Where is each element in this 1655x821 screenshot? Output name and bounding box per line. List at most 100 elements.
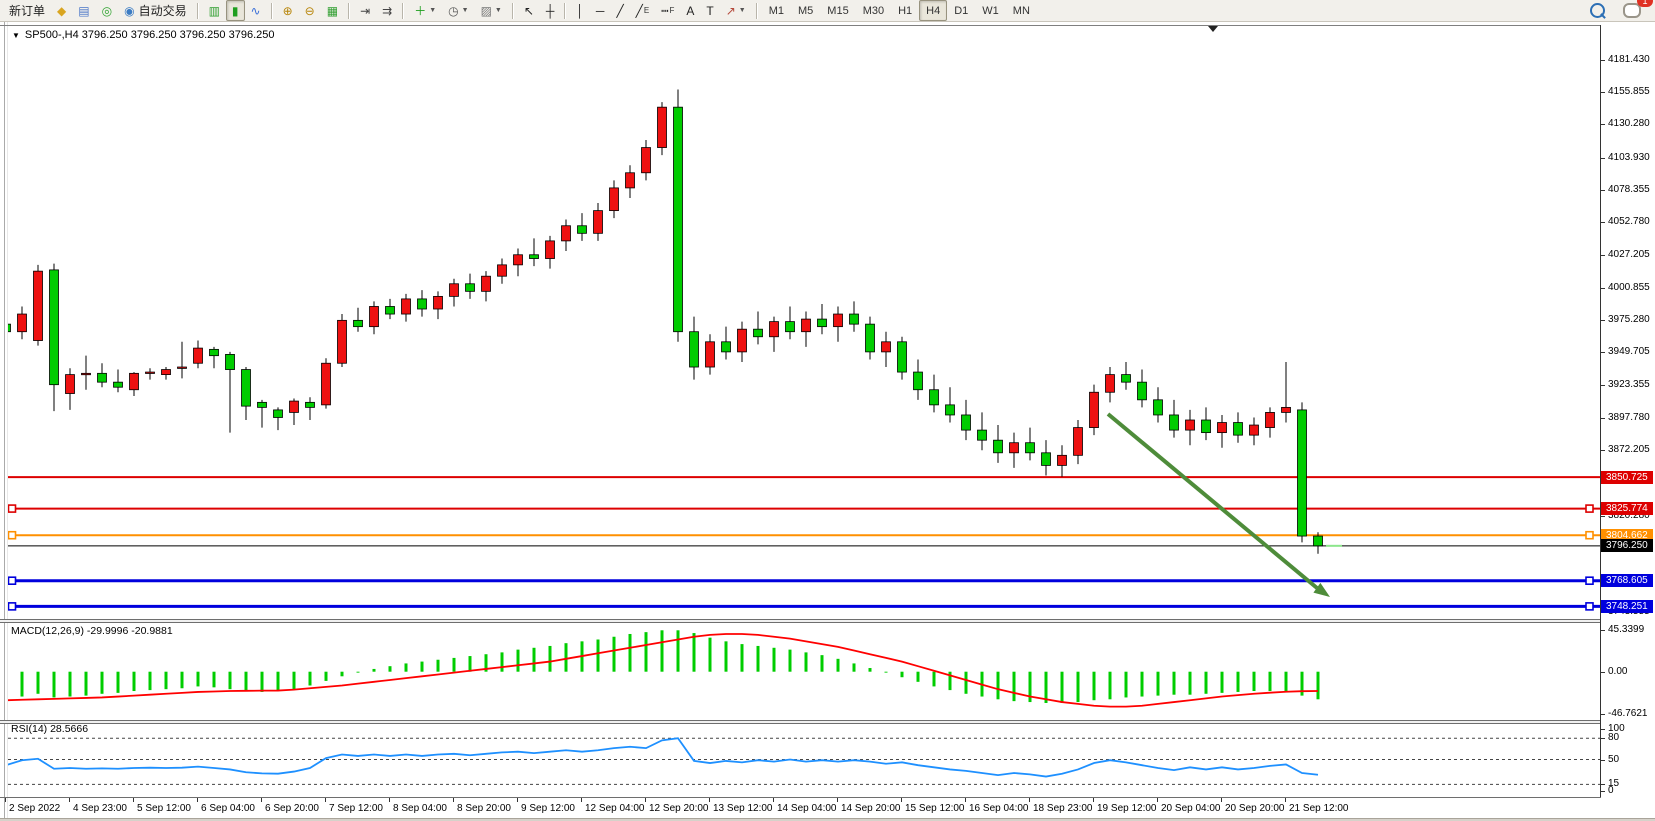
fibonacci-button[interactable]: ┉ F — [655, 0, 680, 21]
tf-mn-button[interactable]: MN — [1006, 0, 1037, 21]
candle-body — [289, 400, 299, 413]
hline-handle[interactable] — [1585, 576, 1594, 585]
new-order-button[interactable]: 新订单 — [3, 0, 51, 21]
candlestick-button[interactable]: ▮ — [225, 0, 245, 21]
time-axis-label: 9 Sep 12:00 — [521, 803, 575, 814]
tf-m30-button[interactable]: M30 — [856, 0, 891, 21]
axis-tick — [1601, 714, 1605, 715]
candle-body — [593, 210, 603, 234]
chart-title-text: SP500-,H4 3796.250 3796.250 3796.250 379… — [24, 29, 275, 41]
trend-arrow[interactable] — [1106, 412, 1319, 590]
channel-icon: ╱ — [635, 3, 643, 18]
zoom-in-button[interactable]: ⊕ — [277, 0, 299, 21]
time-tick — [645, 798, 646, 802]
candle-body — [81, 372, 91, 376]
data-window-icon[interactable]: ▤ — [72, 0, 95, 21]
candle-body — [1201, 419, 1211, 434]
time-tick — [453, 798, 454, 802]
price-axis[interactable]: 4181.430 4155.855 4130.280 4103.930 4078.355… — [1601, 22, 1655, 818]
tf-w1-button[interactable]: W1 — [975, 0, 1006, 21]
dropdown-caret-icon[interactable]: ▼ — [494, 7, 502, 14]
market-watch-icon[interactable]: ◆ — [51, 0, 72, 21]
trendline-icon: ╱ — [616, 3, 624, 18]
candle-body — [641, 147, 651, 174]
tf-h1-button[interactable]: H1 — [891, 0, 919, 21]
axis-tick — [1601, 671, 1605, 673]
price-axis-label: 3949.705 — [1608, 346, 1650, 358]
dropdown-caret-icon[interactable]: ▼ — [738, 7, 746, 14]
hline-handle[interactable] — [1585, 504, 1594, 513]
periods-button[interactable]: ◷ ▼ — [442, 0, 474, 21]
main-chart-canvas[interactable] — [8, 25, 1600, 619]
rsi-pane-separator[interactable] — [0, 720, 1655, 724]
candle-body — [1025, 442, 1035, 454]
candle-body — [1297, 409, 1307, 537]
chart-window[interactable]: ▼ SP500-,H4 3796.250 3796.250 3796.250 3… — [0, 22, 1655, 821]
autotrading-button[interactable]: ◉ 自动交易 — [118, 0, 193, 21]
tf-h4-button[interactable]: H4 — [919, 0, 948, 21]
templates-button[interactable]: ▨ ▼ — [475, 0, 508, 21]
axis-tick — [1601, 320, 1605, 321]
hline-handle[interactable] — [8, 602, 17, 611]
macd-pane-separator[interactable] — [0, 619, 1655, 623]
price-axis-label: 3897.780 — [1608, 411, 1650, 423]
text-button[interactable]: A — [680, 0, 700, 21]
crosshair-button[interactable]: ┼ — [540, 0, 561, 21]
trendline-button[interactable]: ╱ — [610, 0, 629, 21]
indicators-button[interactable]: ＋ ▼ — [408, 0, 442, 21]
tile-windows-button[interactable]: ▦ — [321, 0, 344, 21]
cursor-button[interactable]: ↖ — [518, 0, 540, 21]
chart-title[interactable]: ▼ SP500-,H4 3796.250 3796.250 3796.250 3… — [12, 29, 274, 41]
candle-body — [465, 283, 475, 292]
text-label-button[interactable]: T — [700, 0, 719, 21]
toolbar-separator — [564, 2, 567, 19]
tile-windows-icon: ▦ — [326, 3, 339, 18]
hline-handle[interactable] — [1585, 602, 1594, 611]
time-axis[interactable]: 2 Sep 2022 4 Sep 23:00 5 Sep 12:00 6 Sep 04… — [5, 798, 1600, 817]
navigator-icon[interactable]: ◎ — [96, 0, 118, 21]
candle-body — [1137, 381, 1147, 401]
autoscroll-button[interactable]: ⇥ — [354, 0, 376, 21]
templates-icon: ▨ — [480, 3, 492, 18]
channel-button[interactable]: ╱ E — [630, 0, 656, 21]
candle-body — [209, 348, 219, 357]
candle-body — [721, 341, 731, 353]
vline-button[interactable]: │ — [570, 0, 590, 21]
candle-body — [1265, 412, 1275, 428]
tf-d1-button[interactable]: D1 — [947, 0, 975, 21]
price-axis-label: 4155.855 — [1608, 86, 1650, 98]
dropdown-caret-icon[interactable]: ▼ — [461, 7, 469, 14]
line-chart-button[interactable]: ∿ — [245, 0, 267, 21]
tf-m15-button[interactable]: M15 — [820, 0, 855, 21]
candle-body — [1313, 535, 1323, 547]
zoom-out-button[interactable]: ⊖ — [299, 0, 321, 21]
arrows-button[interactable]: ↗ ▼ — [720, 0, 752, 21]
hline-handle[interactable] — [8, 504, 17, 513]
macd-canvas[interactable] — [8, 621, 1600, 720]
tf-m1-button-label: M1 — [768, 4, 785, 17]
time-axis-label: 16 Sep 04:00 — [969, 803, 1029, 814]
zoom-in-icon: ⊕ — [282, 3, 293, 18]
hline-button[interactable]: ─ — [590, 0, 611, 21]
rsi-canvas[interactable] — [8, 722, 1600, 797]
candle-body — [705, 341, 715, 368]
time-tick — [581, 798, 582, 802]
navigator-icon-icon: ◎ — [101, 3, 113, 18]
bar-chart-button[interactable]: ▥ — [203, 0, 226, 21]
chart-shift-button[interactable]: ⇉ — [376, 0, 398, 21]
hline-handle[interactable] — [1585, 530, 1594, 540]
notifications-button[interactable]: 1 — [1617, 0, 1653, 21]
hline-handle[interactable] — [8, 530, 17, 540]
time-axis-label: 4 Sep 23:00 — [73, 803, 127, 814]
search-button[interactable] — [1584, 0, 1611, 21]
dropdown-caret-icon[interactable]: ▼ — [429, 7, 437, 14]
chart-shift-marker[interactable] — [1208, 26, 1218, 32]
tf-m5-button[interactable]: M5 — [791, 0, 820, 21]
price-axis-label: 4052.780 — [1608, 216, 1650, 228]
search-icon — [1590, 3, 1605, 18]
chart-dropdown-icon[interactable]: ▼ — [12, 30, 20, 40]
tf-m1-button[interactable]: M1 — [762, 0, 791, 21]
price-axis-label: 3872.205 — [1608, 444, 1650, 456]
axis-tick — [1601, 759, 1605, 761]
hline-handle[interactable] — [8, 576, 17, 585]
